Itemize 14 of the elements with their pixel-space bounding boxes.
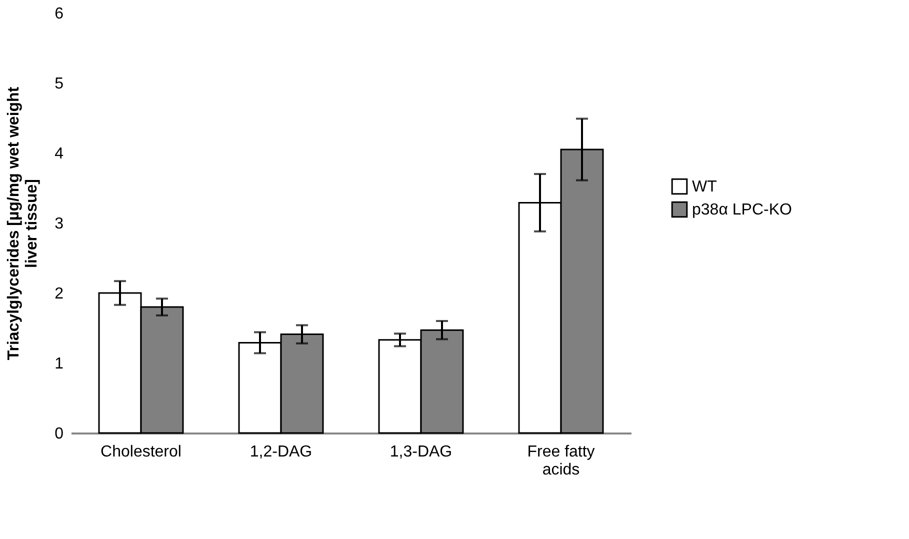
y-tick-label: 4 <box>54 146 64 162</box>
x-tick-label: 1,3-DAG <box>390 444 452 460</box>
x-tick-label: Cholesterol <box>100 444 182 460</box>
y-tick-label: 0 <box>54 426 64 442</box>
x-tick-label: Free fatty acids <box>527 444 595 478</box>
y-tick-label: 5 <box>54 76 64 92</box>
legend-label: p38α LPC-KO <box>692 202 792 218</box>
x-tick-label: 1,2-DAG <box>250 444 312 460</box>
y-tick-label: 2 <box>54 286 64 302</box>
y-axis-title: Triacylglycerides [µg/mg wet weight liver tissue] <box>6 86 41 360</box>
y-tick-label: 3 <box>54 216 64 232</box>
y-tick-label: 1 <box>54 356 64 372</box>
y-tick-label: 6 <box>54 6 64 22</box>
legend-label: WT <box>692 178 718 196</box>
